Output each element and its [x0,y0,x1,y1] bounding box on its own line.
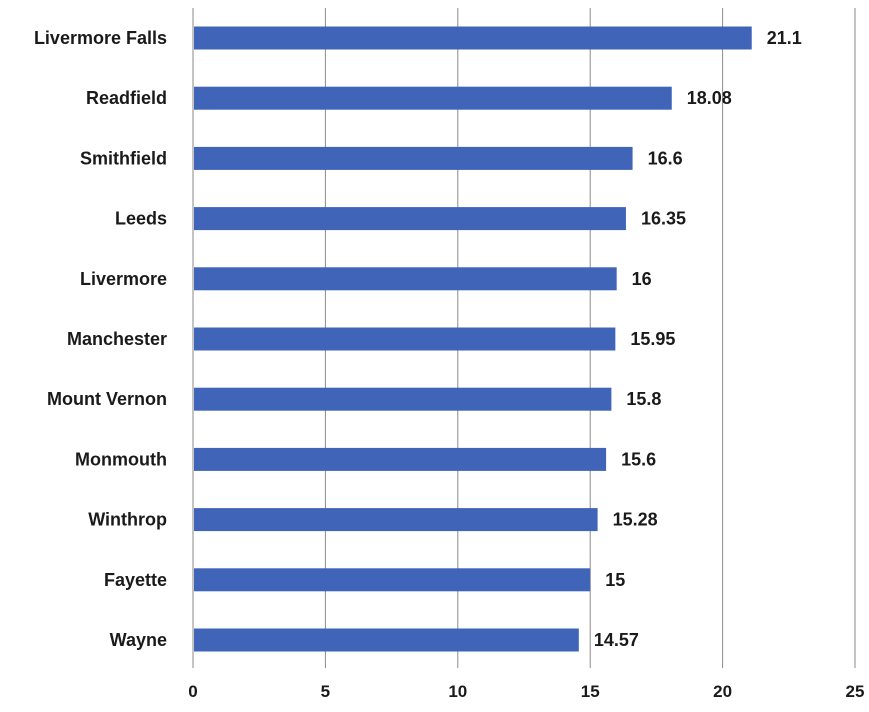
data-label: 16 [632,269,652,289]
bars [194,26,752,652]
bar [194,26,752,50]
x-tick-label: 5 [321,682,330,701]
data-labels: 21.1 18.08 16.6 16.35 16 15.95 15.8 15.6 15.28 15… [594,28,802,650]
bar [194,327,616,351]
bar [194,628,579,652]
x-axis-tick-labels: 0 5 10 15 20 25 [188,682,864,701]
data-label: 16.35 [641,209,686,229]
category-label: Fayette [104,570,167,590]
x-tick-label: 0 [188,682,197,701]
category-label: Manchester [67,329,167,349]
data-label: 14.57 [594,630,639,650]
bar [194,447,607,471]
category-label: Livermore Falls [34,28,167,48]
data-label: 15.8 [626,389,661,409]
category-label: Smithfield [80,148,167,168]
category-label: Wayne [110,630,167,650]
category-label: Winthrop [88,510,167,530]
category-label: Readfield [86,88,167,108]
category-label: Livermore [80,269,167,289]
category-labels: Livermore Falls Readfield Smithfield Leeds L… [34,28,167,650]
data-label: 16.6 [648,148,683,168]
bar [194,267,617,291]
data-label: 15.95 [630,329,675,349]
category-label: Monmouth [75,449,167,469]
bar [194,508,598,532]
bar [194,568,591,592]
bar [194,387,612,411]
x-tick-label: 20 [713,682,732,701]
data-label: 18.08 [687,88,732,108]
data-label: 21.1 [767,28,802,48]
bar [194,146,633,170]
data-label: 15.28 [613,510,658,530]
data-label: 15 [605,570,625,590]
category-label: Mount Vernon [47,389,167,409]
x-tick-label: 25 [846,682,865,701]
x-tick-label: 10 [448,682,467,701]
x-tick-label: 15 [581,682,600,701]
bar [194,207,626,231]
data-label: 15.6 [621,449,656,469]
category-label: Leeds [115,209,167,229]
bar [194,86,672,110]
